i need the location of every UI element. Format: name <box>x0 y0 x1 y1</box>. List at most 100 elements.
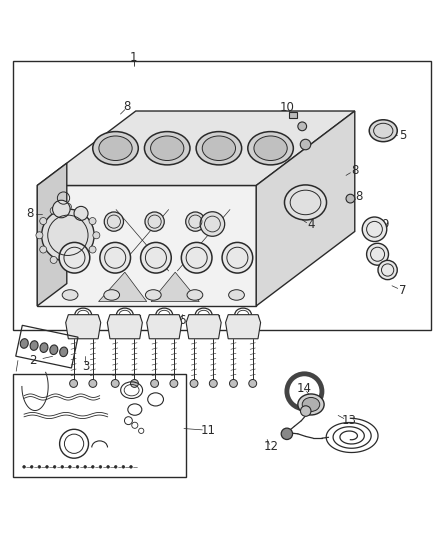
Ellipse shape <box>145 212 164 231</box>
Ellipse shape <box>186 212 205 231</box>
Circle shape <box>111 379 119 387</box>
Circle shape <box>92 465 94 468</box>
Ellipse shape <box>141 243 171 273</box>
Text: 8: 8 <box>351 164 358 176</box>
Circle shape <box>190 379 198 387</box>
Circle shape <box>107 465 110 468</box>
Ellipse shape <box>93 132 138 165</box>
Ellipse shape <box>302 398 320 411</box>
Circle shape <box>70 379 78 387</box>
Circle shape <box>249 379 257 387</box>
Text: 8: 8 <box>26 207 33 221</box>
Ellipse shape <box>298 394 324 415</box>
Ellipse shape <box>187 290 203 300</box>
Text: 8: 8 <box>124 100 131 113</box>
Polygon shape <box>256 111 355 306</box>
Ellipse shape <box>30 341 38 350</box>
Circle shape <box>209 379 217 387</box>
Ellipse shape <box>40 343 48 352</box>
Circle shape <box>300 406 311 416</box>
Polygon shape <box>37 163 67 306</box>
Circle shape <box>99 465 102 468</box>
Text: 4: 4 <box>307 219 315 231</box>
Polygon shape <box>37 185 256 306</box>
Circle shape <box>130 465 132 468</box>
Ellipse shape <box>151 136 184 160</box>
Ellipse shape <box>100 243 131 273</box>
Circle shape <box>46 465 48 468</box>
Ellipse shape <box>200 212 225 236</box>
Polygon shape <box>107 314 142 339</box>
Circle shape <box>367 243 389 265</box>
Text: 10: 10 <box>279 101 294 115</box>
Ellipse shape <box>20 338 28 348</box>
Ellipse shape <box>222 243 253 273</box>
Text: 7: 7 <box>399 284 407 297</box>
Text: 14: 14 <box>297 382 312 395</box>
Ellipse shape <box>50 345 58 354</box>
Circle shape <box>362 217 387 241</box>
Circle shape <box>50 256 57 263</box>
Circle shape <box>93 232 100 239</box>
Text: 3: 3 <box>82 360 89 373</box>
Circle shape <box>69 465 71 468</box>
Circle shape <box>38 465 41 468</box>
Ellipse shape <box>248 132 293 165</box>
Text: 13: 13 <box>342 414 357 427</box>
Text: 11: 11 <box>201 424 215 437</box>
Ellipse shape <box>62 290 78 300</box>
Circle shape <box>84 465 86 468</box>
Text: 5: 5 <box>399 128 406 142</box>
Circle shape <box>131 379 138 387</box>
Ellipse shape <box>369 120 397 142</box>
Circle shape <box>40 217 47 224</box>
Ellipse shape <box>104 212 124 231</box>
Polygon shape <box>147 314 182 339</box>
Circle shape <box>79 207 86 214</box>
Circle shape <box>300 139 311 150</box>
Circle shape <box>151 379 159 387</box>
Circle shape <box>230 379 237 387</box>
Polygon shape <box>151 272 199 302</box>
Polygon shape <box>186 314 221 339</box>
Text: 1: 1 <box>130 51 138 63</box>
Ellipse shape <box>104 290 120 300</box>
Circle shape <box>281 428 293 440</box>
Circle shape <box>89 379 97 387</box>
Circle shape <box>30 465 33 468</box>
Circle shape <box>40 246 47 253</box>
Ellipse shape <box>60 347 67 357</box>
Circle shape <box>50 207 57 214</box>
Circle shape <box>89 246 96 253</box>
Polygon shape <box>99 272 147 302</box>
Circle shape <box>23 465 25 468</box>
Circle shape <box>89 217 96 224</box>
Text: 8: 8 <box>356 190 363 203</box>
Ellipse shape <box>99 136 132 160</box>
Text: 12: 12 <box>264 440 279 454</box>
Ellipse shape <box>196 132 242 165</box>
Ellipse shape <box>254 136 287 160</box>
Ellipse shape <box>285 185 326 220</box>
Polygon shape <box>37 111 355 185</box>
Bar <box>289 112 297 118</box>
Ellipse shape <box>145 132 190 165</box>
Circle shape <box>76 465 79 468</box>
Circle shape <box>346 194 355 203</box>
Ellipse shape <box>181 243 212 273</box>
Circle shape <box>64 203 71 211</box>
Circle shape <box>61 465 64 468</box>
Text: 2: 2 <box>29 354 37 367</box>
Circle shape <box>74 206 88 221</box>
Ellipse shape <box>229 290 244 300</box>
Circle shape <box>36 232 43 239</box>
Ellipse shape <box>145 290 161 300</box>
Circle shape <box>378 260 397 280</box>
Bar <box>13 374 186 477</box>
Ellipse shape <box>202 136 236 160</box>
Circle shape <box>42 209 94 262</box>
Text: 9: 9 <box>381 218 389 231</box>
Circle shape <box>170 379 178 387</box>
Polygon shape <box>66 314 101 339</box>
Circle shape <box>122 465 125 468</box>
